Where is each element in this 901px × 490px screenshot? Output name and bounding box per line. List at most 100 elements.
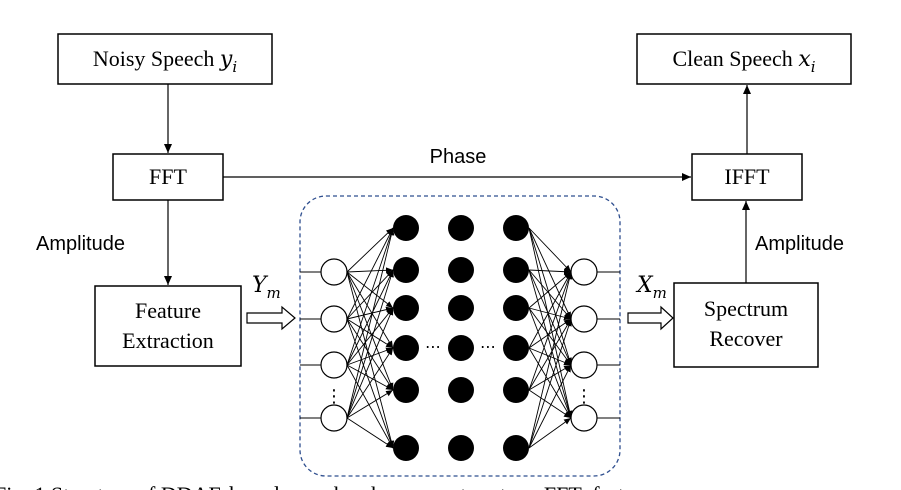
edge-in-0-h1 — [346, 267, 394, 274]
hidden-node-c0-r3 — [393, 335, 419, 361]
edge-in-3-h2 — [346, 307, 394, 419]
edge-in-0-h5 — [346, 271, 395, 449]
output-vertical-ellipsis: ⋮ — [575, 386, 593, 407]
edge-in-3-h1 — [346, 269, 394, 419]
edge-in-2-h5 — [346, 364, 394, 449]
hidden-node-c1-r3 — [448, 335, 474, 361]
phase-label: Phase — [430, 146, 487, 168]
edge-h4-out-2 — [528, 364, 572, 391]
hidden-node-c2-r5 — [503, 435, 529, 461]
hidden-node-c2-r4 — [503, 377, 529, 403]
edge-h0-out-0 — [528, 227, 572, 273]
feature-extraction-line1: Feature — [135, 298, 201, 323]
feature-extraction-line2: Extraction — [122, 328, 214, 353]
fft-label: FFT — [149, 164, 187, 189]
edge-in-1-h0 — [346, 227, 394, 320]
hidden-node-c2-r2 — [503, 295, 529, 321]
noisy-speech-box — [57, 33, 273, 85]
ifft-box — [691, 153, 803, 201]
input-feature-label: Ym — [252, 273, 281, 302]
hidden-node-c1-r0 — [448, 215, 474, 241]
edge-h2-out-1 — [528, 307, 572, 321]
network-connections — [300, 227, 620, 449]
input-vertical-ellipsis: ⋮ — [325, 386, 343, 407]
edge-in-3-h5 — [346, 417, 394, 449]
edge-in-2-h3 — [346, 347, 394, 366]
amplitude-right-label: Amplitude — [755, 233, 844, 255]
edge-in-0-h3 — [346, 271, 394, 349]
edge-h1-out-1 — [528, 269, 572, 320]
edge-h1-out-2 — [528, 269, 572, 366]
ddae-network: ⋯ ⋯ ⋮ ⋮ — [300, 215, 620, 461]
edge-in-2-h0 — [346, 227, 394, 366]
edge-h2-out-3 — [528, 307, 572, 419]
edge-in-1-h3 — [346, 318, 394, 349]
edge-h4-out-3 — [528, 389, 572, 419]
edge-in-2-h4 — [346, 364, 394, 391]
edge-in-0-h0 — [346, 227, 394, 273]
output-feature-label: Xm — [635, 273, 667, 302]
edge-h3-out-1 — [528, 318, 572, 349]
edge-in-1-h4 — [346, 318, 394, 391]
edge-h0-out-3 — [528, 227, 573, 419]
feature-extraction-box — [94, 285, 242, 367]
edge-in-0-h4 — [346, 271, 394, 391]
edge-h0-out-1 — [528, 227, 572, 320]
input-node-3 — [320, 404, 348, 432]
output-node-0 — [570, 258, 598, 286]
spectrum-recover-line2: Recover — [709, 326, 783, 351]
hidden-node-c2-r0 — [503, 215, 529, 241]
edge-h1-out-0 — [528, 268, 572, 275]
edge-in-1-h2 — [346, 306, 394, 320]
hidden-node-c1-r1 — [448, 257, 474, 283]
edge-h5-out-1 — [528, 318, 572, 449]
edge-h4-out-0 — [528, 271, 572, 391]
clean-speech-box — [636, 33, 852, 85]
spectrum-recover-box — [673, 282, 819, 368]
hidden-node-c0-r5 — [393, 435, 419, 461]
hidden-node-c1-r5 — [448, 435, 474, 461]
hidden-node-c2-r3 — [503, 335, 529, 361]
edge-in-3-h0 — [346, 227, 395, 419]
hidden-node-c0-r4 — [393, 377, 419, 403]
edge-h0-out-2 — [528, 227, 572, 366]
edge-in-2-h1 — [346, 269, 394, 366]
input-node-1 — [320, 305, 348, 333]
amplitude-left-label: Amplitude — [36, 233, 125, 255]
edge-h5-out-0 — [528, 271, 573, 449]
edge-h5-out-2 — [528, 364, 572, 449]
hidden-ellipsis-2: ⋯ — [480, 337, 496, 356]
input-node-2 — [320, 351, 348, 379]
edge-in-2-h2 — [346, 307, 394, 366]
edge-h1-out-3 — [528, 269, 572, 419]
hidden-ellipsis-1: ⋯ — [425, 337, 441, 356]
hidden-node-c2-r1 — [503, 257, 529, 283]
clean-speech-label: Clean Speech xi — [672, 46, 815, 76]
hidden-node-c1-r2 — [448, 295, 474, 321]
edge-h5-out-3 — [528, 417, 572, 449]
output-node-2 — [570, 351, 598, 379]
hidden-node-c0-r2 — [393, 295, 419, 321]
edge-in-1-h1 — [346, 269, 394, 320]
edge-in-3-h4 — [346, 389, 394, 419]
edge-h3-out-2 — [528, 347, 572, 366]
edge-h3-out-0 — [528, 271, 572, 349]
hidden-node-c0-r0 — [393, 215, 419, 241]
edge-h2-out-2 — [528, 307, 572, 366]
ifft-label: IFFT — [724, 164, 770, 189]
edge-h2-out-0 — [528, 271, 572, 309]
figure-caption: Fig. 1 Structure of DDAE-based speech en… — [0, 482, 624, 490]
hidden-node-c1-r4 — [448, 377, 474, 403]
edge-h4-out-1 — [528, 318, 572, 391]
hollow-arrow-output — [627, 305, 674, 331]
edge-in-3-h3 — [346, 347, 394, 419]
input-node-0 — [320, 258, 348, 286]
hidden-node-c0-r1 — [393, 257, 419, 283]
output-node-3 — [570, 404, 598, 432]
output-node-1 — [570, 305, 598, 333]
network-frame — [299, 195, 621, 477]
spectrum-recover-line1: Spectrum — [704, 296, 788, 321]
edge-in-0-h2 — [346, 271, 394, 309]
hollow-arrow-input — [246, 305, 296, 331]
